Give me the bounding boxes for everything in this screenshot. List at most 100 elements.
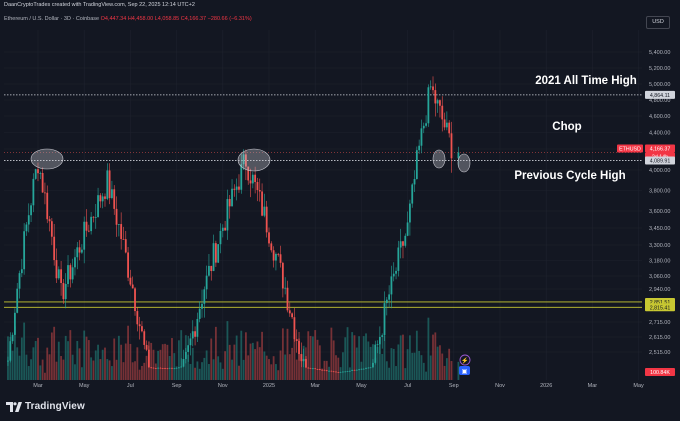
- candle: [411, 184, 414, 204]
- candle: [80, 249, 83, 253]
- currency-button[interactable]: USD: [646, 16, 670, 29]
- candle: [249, 180, 252, 184]
- candle: [344, 371, 347, 373]
- volume-bar: [441, 353, 444, 380]
- volume-bar: [300, 354, 303, 380]
- scroll-to-latest-icon[interactable]: ⚡: [459, 354, 471, 366]
- volume-bars: [7, 317, 460, 380]
- candle: [330, 370, 333, 372]
- candle: [143, 331, 146, 345]
- candle: [238, 186, 240, 190]
- candle: [48, 219, 51, 222]
- price-axis[interactable]: 5,400.00 5,200.00 5,000.00 4,800.00 4,600.00…: [617, 30, 680, 382]
- candle: [152, 367, 155, 369]
- candle: [97, 195, 99, 218]
- price-tick-label: 4,600.00: [649, 114, 670, 120]
- candle: [210, 265, 213, 272]
- grid: [4, 30, 642, 380]
- candle: [164, 368, 166, 369]
- volume-bar: [445, 358, 448, 380]
- tradingview-logo[interactable]: TradingView: [6, 401, 85, 412]
- candle: [182, 358, 185, 367]
- price-tick-label: 2,515.00: [649, 350, 670, 356]
- volume-bar: [268, 359, 270, 380]
- price-label-box: [645, 368, 675, 376]
- volume-bar: [138, 369, 141, 380]
- price-label: ETHUSD: [619, 147, 641, 153]
- price-label: 2,851.51: [650, 300, 671, 306]
- candle: [395, 270, 397, 274]
- volume-bar: [265, 355, 268, 380]
- candle: [16, 288, 19, 313]
- volume-bar: [74, 364, 76, 380]
- highlight-ellipse: [237, 148, 271, 172]
- candle: [94, 217, 97, 218]
- volume-bar: [157, 350, 160, 380]
- candle: [445, 122, 448, 128]
- candle: [106, 170, 109, 199]
- candle: [147, 349, 150, 368]
- volume-bar: [159, 349, 162, 380]
- volume-bar: [134, 361, 136, 380]
- candle: [242, 154, 245, 165]
- volume-bar: [390, 348, 393, 380]
- symbol-name: Ethereum / U.S. Dollar · 3D · Coinbase: [4, 16, 100, 22]
- candle: [101, 196, 104, 202]
- candle: [275, 253, 277, 261]
- candle: [295, 339, 298, 341]
- volume-bar: [97, 344, 99, 380]
- candle: [404, 235, 407, 246]
- volume-bar: [272, 356, 275, 380]
- volume-bar: [436, 346, 439, 380]
- highlight-ellipse: [432, 149, 446, 169]
- candle: [337, 372, 340, 373]
- volume-bar: [425, 371, 427, 380]
- time-axis[interactable]: Mar May Jul Sep Nov 2025 Mar May Jul Sep Nov 2026 Ma…: [33, 383, 644, 389]
- candle: [113, 189, 116, 209]
- candle: [231, 188, 233, 207]
- candle: [378, 336, 381, 345]
- candle: [203, 289, 206, 304]
- volume-bar: [409, 335, 411, 380]
- chop-annotation: Chop: [552, 121, 581, 133]
- candle: [284, 287, 287, 289]
- candle: [293, 317, 296, 340]
- volume-bar: [242, 359, 245, 380]
- volume-bar: [99, 359, 102, 380]
- volume-bar: [41, 359, 44, 380]
- volume-bar: [55, 361, 58, 380]
- volume-bar: [173, 353, 176, 380]
- candle: [422, 125, 425, 129]
- volume-bar: [305, 356, 307, 380]
- volume-bar: [111, 366, 113, 380]
- volume-bar: [342, 352, 344, 380]
- candle: [402, 241, 404, 246]
- volume-bar: [143, 362, 146, 380]
- tradingview-logo-icon: [6, 401, 22, 412]
- volume-bar: [136, 347, 139, 380]
- volume-bar: [318, 345, 321, 380]
- volume-bar: [198, 368, 201, 380]
- candle: [418, 145, 421, 151]
- volume-bar: [281, 328, 284, 380]
- volume-bar: [30, 359, 32, 380]
- candle: [316, 369, 319, 370]
- volume-bar: [203, 357, 206, 380]
- volume-bar: [385, 361, 388, 380]
- candle: [55, 260, 58, 279]
- candle: [307, 367, 310, 369]
- candle: [441, 105, 444, 120]
- candle: [298, 340, 300, 355]
- tradingview-brand: TradingView: [25, 401, 85, 412]
- volume-bar: [145, 355, 148, 380]
- events-flag-icon[interactable]: ▣: [459, 366, 470, 375]
- candle: [235, 186, 238, 190]
- candle: [111, 189, 113, 199]
- volume-bar: [71, 354, 74, 380]
- volume-bar: [178, 340, 180, 380]
- volume-bar: [94, 350, 97, 380]
- level-lines: [4, 94, 642, 308]
- candle: [154, 368, 157, 369]
- candle: [83, 221, 86, 250]
